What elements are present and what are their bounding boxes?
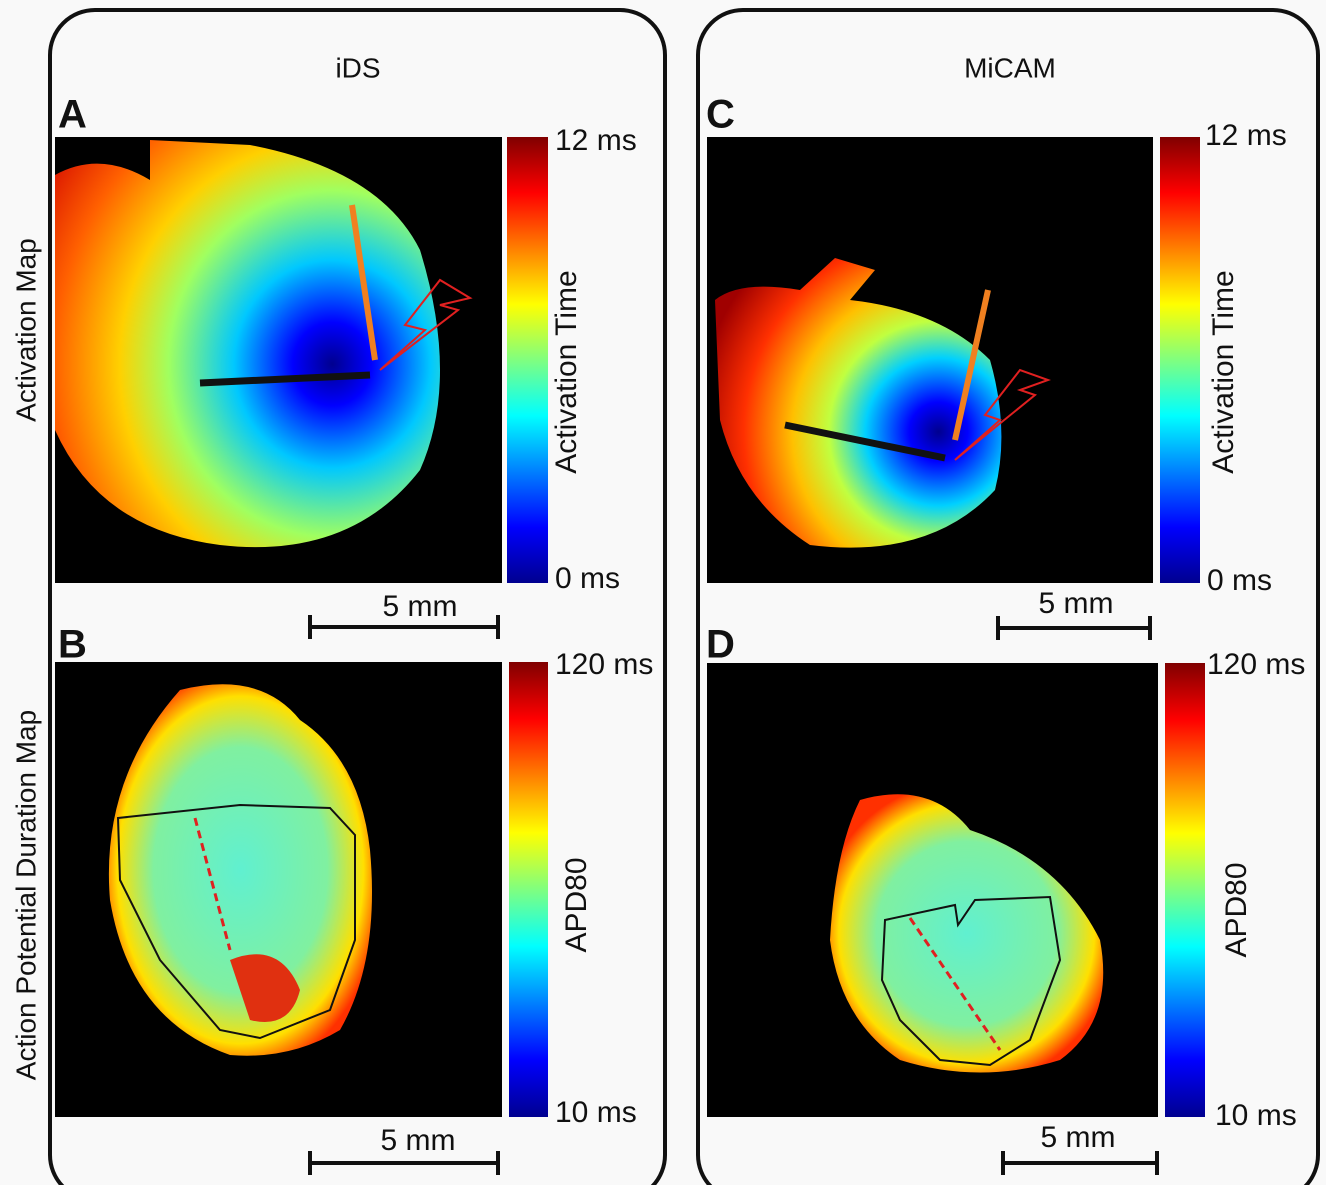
colorbar-label: APD80 <box>560 857 593 952</box>
column-title: MiCAM <box>964 52 1056 83</box>
colorbar <box>1165 663 1205 1117</box>
colorbar-label: APD80 <box>1220 862 1253 957</box>
colorbar-min: 10 ms <box>555 1096 637 1129</box>
colorbar <box>509 662 548 1117</box>
column-title: iDS <box>335 52 380 83</box>
panel-letter: C <box>706 93 735 137</box>
colorbar-max: 12 ms <box>555 124 637 157</box>
panel-letter: B <box>58 623 87 667</box>
row-label: Activation Map <box>10 238 41 422</box>
colorbar <box>1160 137 1200 583</box>
panel-letter: D <box>706 623 735 667</box>
colorbar-max: 120 ms <box>1207 648 1305 681</box>
colorbar-max: 12 ms <box>1205 119 1287 152</box>
colorbar <box>507 137 548 583</box>
colorbar-min: 0 ms <box>555 562 620 595</box>
row-label: Action Potential Duration Map <box>10 710 41 1080</box>
colorbar-min: 10 ms <box>1215 1099 1297 1132</box>
panel-letter: A <box>58 93 87 137</box>
colorbar-min: 0 ms <box>1207 564 1272 597</box>
scale-bar-label: 5 mm <box>381 1124 456 1157</box>
scale-bar-label: 5 mm <box>383 590 458 623</box>
colorbar-max: 120 ms <box>555 648 653 681</box>
colorbar-label: Activation Time <box>1207 270 1240 473</box>
scale-bar-label: 5 mm <box>1039 587 1114 620</box>
figure: iDS MiCAM Activation Map Action Potentia… <box>0 0 1326 1185</box>
colorbar-label: Activation Time <box>550 270 583 473</box>
scale-bar-label: 5 mm <box>1041 1121 1116 1154</box>
